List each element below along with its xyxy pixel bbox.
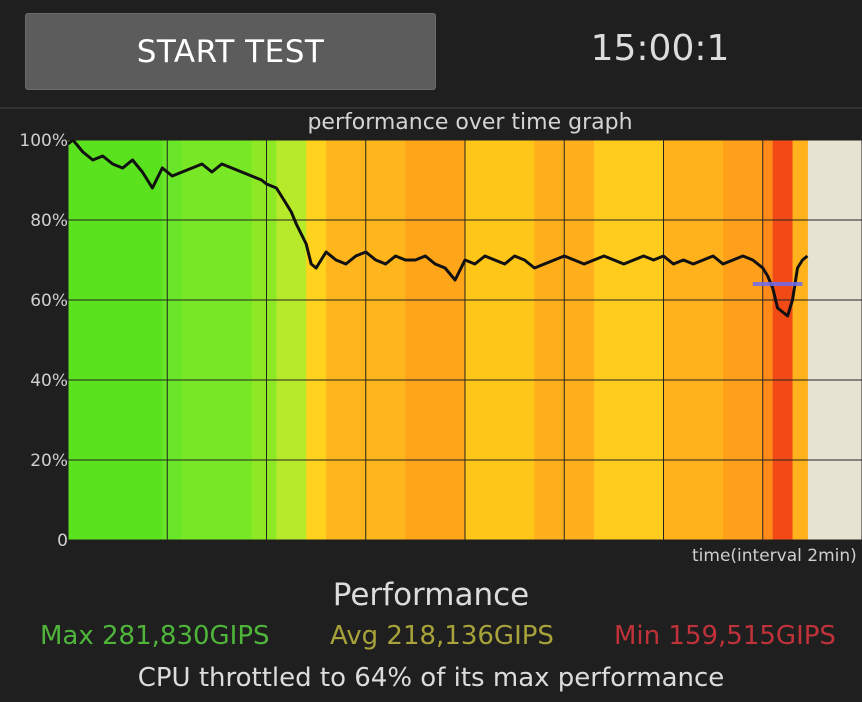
avg-performance: Avg 218,136GIPS [330, 621, 554, 651]
x-axis-label: time(interval 2min) [692, 546, 857, 566]
throttle-summary: CPU throttled to 64% of its max performa… [137, 663, 725, 693]
heat-band-8 [465, 140, 535, 540]
heat-band-11 [663, 140, 724, 540]
test-duration-timer: 15:00:1 [590, 28, 730, 69]
grid-lines [68, 140, 862, 540]
heat-band-10 [594, 140, 664, 540]
heat-band-12 [723, 140, 764, 540]
performance-heading: Performance [332, 577, 530, 613]
heat-band-4 [276, 140, 307, 540]
heat-band-13 [762, 140, 774, 540]
y-tick-label-20: 20% [30, 451, 68, 471]
heat-band-15 [792, 140, 808, 540]
heat-band-3 [251, 140, 277, 540]
y-tick-label-80: 80% [30, 211, 68, 231]
min-performance: Min 159,515GIPS [614, 621, 836, 651]
heat-band-5 [306, 140, 327, 540]
y-tick-label-0: 0 [57, 531, 68, 551]
heat-band-1 [162, 140, 183, 540]
heat-band-2 [182, 140, 253, 540]
performance-graph [68, 140, 862, 540]
max-performance: Max 281,830GIPS [40, 621, 270, 651]
heat-bands [68, 140, 808, 540]
heat-band-0 [68, 140, 163, 540]
y-tick-label-100: 100% [19, 131, 68, 151]
start-test-button[interactable]: START TEST [25, 13, 436, 90]
performance-line [68, 140, 809, 318]
heat-band-14 [772, 140, 794, 540]
y-tick-label-60: 60% [30, 291, 68, 311]
y-tick-label-40: 40% [30, 371, 68, 391]
divider [0, 107, 862, 109]
graph-title: performance over time graph [307, 110, 633, 135]
heat-band-7 [405, 140, 466, 540]
